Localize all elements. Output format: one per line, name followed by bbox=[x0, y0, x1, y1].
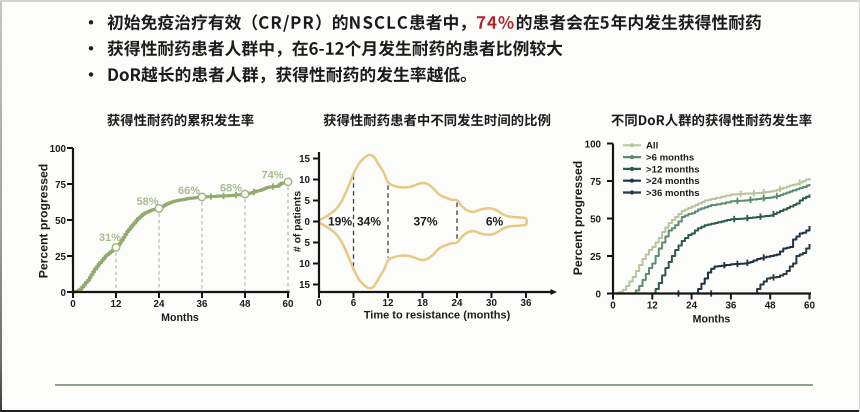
svg-text:50: 50 bbox=[590, 214, 601, 225]
svg-text:48: 48 bbox=[240, 299, 251, 310]
svg-text:10: 10 bbox=[299, 175, 310, 186]
svg-text:75: 75 bbox=[55, 180, 66, 191]
svg-text:12: 12 bbox=[111, 299, 122, 310]
svg-text:15: 15 bbox=[299, 280, 310, 291]
svg-text:18: 18 bbox=[417, 298, 428, 309]
svg-text:Months: Months bbox=[693, 314, 731, 326]
svg-text:>6 months: >6 months bbox=[646, 153, 694, 164]
svg-text:All: All bbox=[646, 141, 658, 152]
svg-text:0: 0 bbox=[61, 288, 67, 299]
svg-text:>24 months: >24 months bbox=[646, 176, 700, 187]
svg-text:Percent progressed: Percent progressed bbox=[571, 161, 585, 275]
svg-text:10: 10 bbox=[299, 259, 310, 270]
svg-text:60: 60 bbox=[804, 301, 815, 312]
svg-text:>12 months: >12 months bbox=[646, 164, 700, 175]
svg-text:36: 36 bbox=[725, 301, 736, 312]
svg-text:100: 100 bbox=[50, 144, 67, 155]
svg-text:37%: 37% bbox=[413, 215, 437, 229]
svg-text:0: 0 bbox=[610, 301, 616, 312]
svg-text:24: 24 bbox=[154, 299, 165, 310]
svg-text:50: 50 bbox=[55, 216, 66, 227]
svg-text:6: 6 bbox=[351, 298, 357, 309]
svg-text:15: 15 bbox=[299, 154, 310, 165]
svg-text:36: 36 bbox=[197, 299, 208, 310]
svg-text:75: 75 bbox=[590, 177, 601, 188]
svg-text:25: 25 bbox=[55, 252, 66, 263]
svg-text:0: 0 bbox=[305, 217, 311, 228]
svg-text:# of patients: # of patients bbox=[293, 191, 304, 252]
svg-text:12: 12 bbox=[383, 298, 394, 309]
svg-text:0: 0 bbox=[316, 298, 322, 309]
svg-text:Time to resistance (months): Time to resistance (months) bbox=[364, 310, 511, 322]
svg-text:5: 5 bbox=[305, 238, 311, 249]
svg-text:30: 30 bbox=[486, 298, 497, 309]
svg-text:34%: 34% bbox=[357, 215, 381, 229]
svg-text:0: 0 bbox=[596, 289, 602, 300]
svg-text:Months: Months bbox=[161, 312, 199, 324]
svg-text:48: 48 bbox=[765, 301, 776, 312]
svg-text:66%: 66% bbox=[178, 185, 200, 197]
svg-text:12: 12 bbox=[647, 301, 658, 312]
svg-text:31%: 31% bbox=[99, 232, 121, 244]
svg-text:>36 months: >36 months bbox=[646, 188, 700, 199]
svg-text:25: 25 bbox=[590, 252, 601, 263]
svg-text:Percent progressed: Percent progressed bbox=[37, 164, 51, 278]
svg-text:19%: 19% bbox=[328, 215, 352, 229]
svg-text:24: 24 bbox=[686, 301, 697, 312]
svg-text:68%: 68% bbox=[220, 183, 242, 195]
svg-text:36: 36 bbox=[521, 298, 532, 309]
svg-text:24: 24 bbox=[452, 298, 463, 309]
svg-text:5: 5 bbox=[305, 196, 311, 207]
svg-text:6%: 6% bbox=[486, 215, 504, 229]
svg-text:74%: 74% bbox=[261, 170, 283, 182]
svg-text:58%: 58% bbox=[136, 196, 158, 208]
svg-text:60: 60 bbox=[283, 299, 294, 310]
svg-text:0: 0 bbox=[70, 299, 76, 310]
svg-text:100: 100 bbox=[585, 139, 602, 150]
